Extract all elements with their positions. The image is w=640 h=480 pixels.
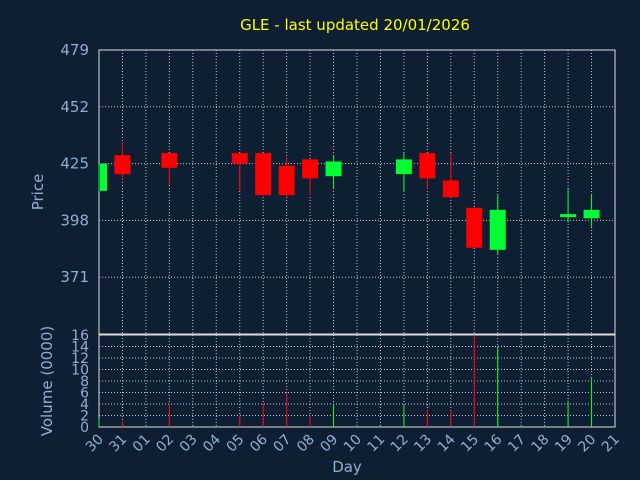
- candle-body: [231, 153, 248, 164]
- x-tick-label: 16: [482, 431, 506, 455]
- x-tick-label: 15: [458, 432, 482, 456]
- volume-tick-label: 2: [80, 409, 89, 425]
- x-tick-label: 02: [153, 432, 177, 456]
- x-tick-label: 07: [271, 432, 295, 456]
- candle-body: [278, 165, 295, 196]
- x-tick-label: 11: [364, 432, 388, 456]
- candle-body: [583, 209, 600, 219]
- x-tick-label: 03: [177, 432, 201, 456]
- candle-body: [442, 180, 459, 198]
- x-tick-label: 09: [317, 432, 341, 456]
- x-tick-label: 20: [575, 432, 599, 456]
- price-tick-label: 398: [60, 211, 89, 229]
- candle-body: [419, 153, 436, 179]
- x-tick-label: 21: [599, 432, 623, 456]
- x-tick-label: 05: [224, 432, 248, 456]
- x-tick-label: 14: [435, 431, 459, 455]
- x-tick-label: 17: [505, 432, 529, 456]
- x-tick-label: 13: [411, 432, 435, 456]
- candle-body: [395, 159, 412, 175]
- x-tick-label: 08: [294, 432, 318, 456]
- chart-title: GLE - last updated 20/01/2026: [240, 16, 470, 34]
- x-tick-label: 04: [200, 431, 224, 455]
- volume-grid: [99, 335, 615, 427]
- volume-bars: [98, 335, 593, 427]
- volume-tick-label: 10: [71, 363, 89, 379]
- price-tick-label: 452: [60, 98, 89, 116]
- volume-tick-label: 0: [80, 420, 89, 436]
- price-tick-label: 479: [60, 41, 89, 59]
- price-grid: [99, 50, 615, 334]
- candle-body: [114, 155, 131, 175]
- candle-body: [560, 214, 577, 218]
- candle-body: [325, 161, 342, 177]
- x-tick-label: 10: [341, 432, 365, 456]
- x-tick-label: 18: [529, 432, 553, 456]
- x-tick-label: 01: [130, 432, 154, 456]
- x-tick-label: 19: [552, 432, 576, 456]
- price-y-ticks: 479 452 425 398 371: [60, 41, 89, 286]
- volume-tick-label: 4: [80, 397, 89, 413]
- price-tick-label: 371: [60, 268, 89, 286]
- x-tick-label: 12: [388, 432, 412, 456]
- volume-tick-label: 8: [80, 374, 89, 390]
- x-tick-label: 06: [247, 431, 271, 455]
- candle-body: [100, 163, 107, 191]
- volume-axis-label: Volume (0000): [38, 326, 56, 436]
- candle-body: [255, 153, 272, 196]
- candle-body: [302, 159, 319, 179]
- x-axis-label: Day: [332, 458, 362, 476]
- x-tick-label: 31: [106, 432, 130, 456]
- candle-body: [466, 207, 483, 248]
- volume-tick-label: 16: [71, 328, 89, 344]
- volume-tick-label: 14: [71, 340, 89, 356]
- price-axis-label: Price: [29, 174, 47, 211]
- candle-body: [489, 209, 506, 250]
- candle-body: [161, 153, 178, 168]
- volume-tick-label: 12: [71, 351, 89, 367]
- candles: [98, 142, 600, 255]
- volume-tick-label: 6: [80, 386, 89, 402]
- x-axis-ticks: 30 31 01 02 03 04 05 06 07 08 09 10 11 12 13 14 15 16 17 18…: [83, 431, 623, 455]
- price-tick-label: 425: [60, 155, 89, 173]
